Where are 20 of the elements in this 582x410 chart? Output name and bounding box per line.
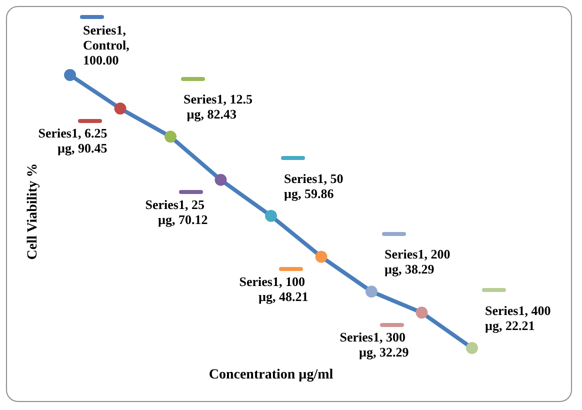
data-label: Series1, 25 µg, 70.12 (145, 196, 208, 227)
point (366, 286, 378, 298)
data-label: Series1, 100 µg, 48.21 (239, 274, 308, 304)
data-label: Series1, 12.5 µg, 82.43 (184, 92, 253, 122)
x-axis-title: Concentration µg/ml (208, 368, 334, 382)
point (265, 210, 277, 222)
y-axis-title: Cell Viability % (26, 163, 40, 260)
data-label: Series1, 400 µg, 22.21 (485, 303, 554, 333)
point (466, 342, 478, 354)
point (114, 102, 126, 115)
data-label: Series1, 300 µg, 32.29 (340, 330, 410, 360)
point (64, 69, 76, 81)
point (214, 174, 227, 186)
data-label: Series1, 200 µg, 38.29 (384, 246, 454, 277)
data-label: Series1, Control, 100.00 (83, 22, 133, 68)
data-label: Series1, 50 µg, 59.86 (284, 170, 346, 201)
point (315, 250, 328, 263)
point (416, 306, 428, 319)
data-label: Series1, 6.25 µg, 90.45 (38, 126, 108, 156)
point (164, 130, 176, 143)
